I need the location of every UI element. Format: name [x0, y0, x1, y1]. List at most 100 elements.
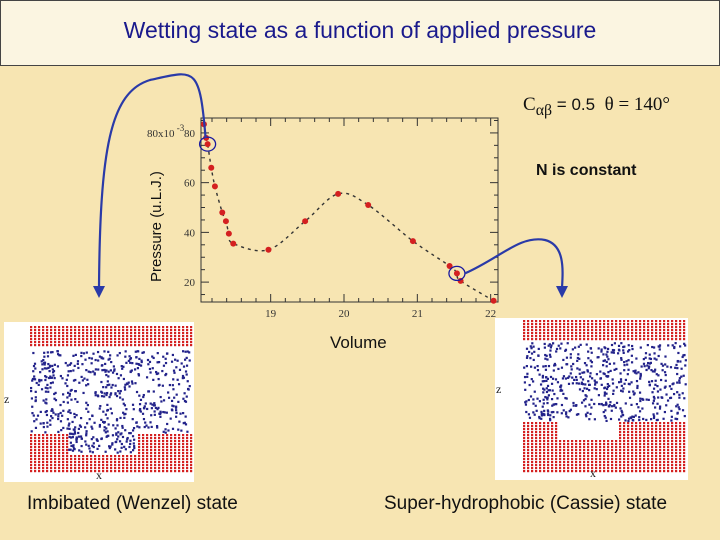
- solid-particle: [539, 470, 542, 473]
- solid-particle: [667, 320, 670, 323]
- solid-particle: [535, 338, 538, 341]
- solid-particle: [671, 464, 674, 467]
- liquid-particle: [540, 412, 543, 416]
- solid-particle: [651, 338, 654, 341]
- liquid-particle: [678, 381, 681, 384]
- liquid-particle: [124, 350, 127, 353]
- solid-particle: [555, 464, 558, 467]
- solid-particle: [158, 443, 161, 446]
- solid-particle: [182, 344, 185, 347]
- liquid-particle: [578, 388, 582, 391]
- solid-particle: [54, 461, 57, 464]
- solid-particle: [42, 452, 45, 455]
- liquid-particle: [172, 369, 176, 372]
- solid-particle: [94, 464, 97, 467]
- solid-particle: [571, 446, 574, 449]
- liquid-particle: [657, 396, 660, 399]
- solid-particle: [170, 335, 173, 338]
- solid-particle: [683, 338, 686, 341]
- solid-particle: [102, 329, 105, 332]
- solid-particle: [98, 470, 101, 473]
- liquid-particle: [143, 405, 146, 408]
- solid-particle: [98, 464, 101, 467]
- solid-particle: [122, 464, 125, 467]
- liquid-particle: [627, 419, 630, 423]
- solid-particle: [527, 455, 530, 458]
- solid-particle: [599, 464, 602, 467]
- liquid-particle: [102, 410, 105, 413]
- liquid-particle: [100, 390, 103, 393]
- solid-particle: [627, 425, 630, 428]
- solid-particle: [531, 332, 534, 335]
- solid-particle: [527, 464, 530, 467]
- solid-particle: [134, 341, 137, 344]
- solid-particle: [615, 332, 618, 335]
- solid-particle: [86, 461, 89, 464]
- liquid-particle: [564, 348, 568, 351]
- solid-particle: [186, 440, 189, 443]
- liquid-particle: [604, 403, 607, 406]
- liquid-particle: [637, 406, 640, 409]
- solid-particle: [118, 470, 121, 473]
- solid-particle: [647, 470, 650, 473]
- solid-particle: [182, 341, 185, 344]
- liquid-particle: [530, 347, 533, 350]
- solid-particle: [611, 326, 614, 329]
- solid-particle: [86, 341, 89, 344]
- liquid-particle: [161, 384, 164, 387]
- solid-particle: [174, 458, 177, 461]
- liquid-particle: [554, 364, 557, 367]
- solid-particle: [567, 446, 570, 449]
- solid-particle: [170, 470, 173, 473]
- solid-particle: [611, 449, 614, 452]
- solid-particle: [134, 332, 137, 335]
- liquid-particle: [666, 365, 669, 368]
- liquid-particle: [605, 360, 608, 364]
- liquid-particle: [635, 403, 639, 406]
- solid-particle: [587, 440, 590, 443]
- solid-particle: [683, 434, 686, 437]
- liquid-particle: [115, 432, 118, 435]
- solid-particle: [547, 452, 550, 455]
- solid-particle: [603, 443, 606, 446]
- liquid-particle: [92, 436, 95, 439]
- liquid-particle: [156, 408, 159, 411]
- liquid-particle: [636, 384, 639, 388]
- solid-particle: [158, 326, 161, 329]
- liquid-particle: [94, 391, 97, 394]
- liquid-particle: [681, 392, 684, 395]
- solid-particle: [635, 338, 638, 341]
- solid-particle: [575, 335, 578, 338]
- liquid-particle: [571, 348, 574, 351]
- liquid-particle: [150, 407, 153, 410]
- liquid-particle: [145, 424, 148, 427]
- solid-particle: [631, 338, 634, 341]
- liquid-particle: [156, 352, 159, 355]
- liquid-particle: [177, 428, 180, 431]
- solid-particle: [607, 449, 610, 452]
- liquid-particle: [57, 415, 60, 418]
- solid-particle: [142, 461, 145, 464]
- solid-particle: [679, 455, 682, 458]
- solid-particle: [62, 452, 65, 455]
- solid-particle: [683, 440, 686, 443]
- solid-particle: [623, 467, 626, 470]
- solid-particle: [174, 332, 177, 335]
- solid-particle: [539, 452, 542, 455]
- liquid-particle: [52, 374, 55, 377]
- liquid-particle: [56, 350, 59, 353]
- liquid-particle: [155, 425, 159, 428]
- solid-particle: [575, 461, 578, 464]
- liquid-particle: [646, 343, 649, 347]
- liquid-particle: [525, 347, 529, 350]
- liquid-particle: [182, 412, 185, 415]
- liquid-particle: [134, 350, 137, 353]
- liquid-particle: [104, 450, 107, 453]
- solid-particle: [146, 449, 149, 452]
- solid-particle: [591, 464, 594, 467]
- liquid-particle: [646, 364, 649, 367]
- solid-particle: [527, 323, 530, 326]
- solid-particle: [619, 425, 622, 428]
- solid-particle: [543, 443, 546, 446]
- solid-particle: [555, 422, 558, 425]
